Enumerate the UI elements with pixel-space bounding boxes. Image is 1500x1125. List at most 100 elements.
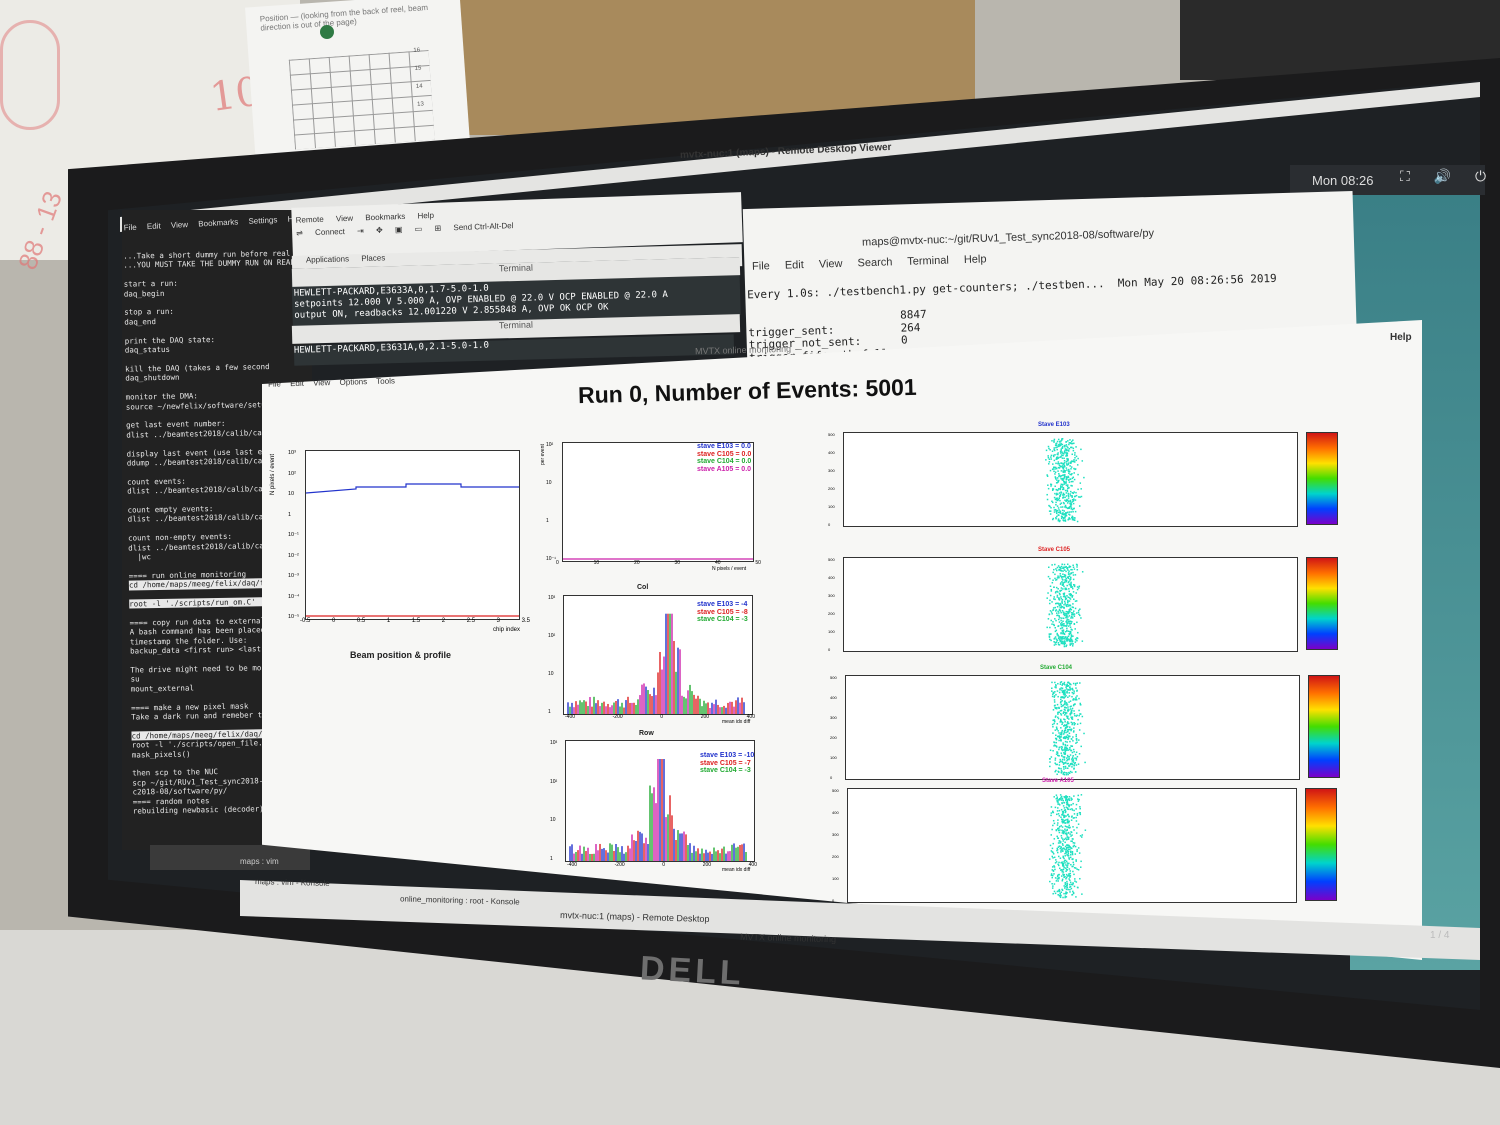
pixel-hit [1060, 681, 1063, 683]
pixel-hit [1056, 479, 1058, 481]
pixel-hit [1059, 499, 1061, 502]
pixel-hit [1053, 701, 1056, 703]
row-plot[interactable] [565, 740, 755, 862]
pixel-hit [1061, 439, 1063, 441]
pixel-hit [1063, 611, 1065, 614]
pixel-hit [1055, 499, 1058, 501]
pixel-hit [1068, 506, 1071, 508]
scale-icon[interactable]: ▭ [414, 224, 423, 234]
pixel-hit [1063, 753, 1066, 755]
pixel-hit [1063, 795, 1065, 798]
pixel-hit [1073, 751, 1075, 753]
menu-view[interactable]: View [335, 213, 354, 224]
pixel-hit [1057, 470, 1059, 472]
pixel-hit [1076, 612, 1078, 614]
pixel-hit [1053, 699, 1056, 701]
pixel-hit [1060, 891, 1063, 893]
pixel-hit [1073, 460, 1075, 463]
menu-help[interactable]: Help [417, 210, 435, 221]
connect-button[interactable]: Connect [314, 227, 346, 238]
pixel-hit [1071, 809, 1074, 811]
pixel-hit [1052, 726, 1054, 728]
pixel-hit [1061, 861, 1063, 863]
fullscreen-icon[interactable]: ✥ [375, 225, 383, 235]
screenshot-icon[interactable]: ▣ [394, 225, 403, 235]
pixel-hit [1053, 624, 1056, 627]
send-ctrl-alt-del-button[interactable]: Send Ctrl-Alt-Del [453, 221, 514, 233]
pixel-hit [1061, 723, 1063, 726]
menu-view[interactable]: View [818, 257, 843, 271]
pixel-hit [1068, 609, 1071, 611]
npixels-plot[interactable] [562, 442, 754, 562]
pixel-hit [1056, 492, 1058, 495]
applications-menu[interactable]: Applications [305, 254, 350, 265]
menu-bookmarks[interactable]: Bookmarks [198, 217, 239, 229]
chip-index-plot[interactable] [305, 450, 520, 620]
pixel-hit [1056, 477, 1059, 479]
pixel-hit [1061, 731, 1063, 733]
menu-options[interactable]: Options [339, 377, 368, 387]
pixel-hit [1052, 709, 1055, 711]
menu-file[interactable]: File [123, 222, 137, 233]
menu-help[interactable]: Help [963, 253, 987, 267]
pixel-hit [1068, 858, 1071, 860]
pixel-hit [1057, 711, 1060, 714]
pixel-hit [1060, 740, 1062, 742]
pixel-hit [1069, 579, 1071, 581]
pixel-hit [1056, 612, 1058, 614]
workspace-pager[interactable]: 1 / 4 [1430, 930, 1450, 941]
pixel-hit [1060, 731, 1062, 734]
menu-view[interactable]: View [313, 378, 331, 388]
pixel-hit [1066, 865, 1068, 867]
keyboard-icon[interactable]: ⊞ [434, 223, 442, 233]
clock[interactable]: Mon 08:26 [1312, 173, 1374, 188]
menu-settings[interactable]: Settings [248, 215, 278, 226]
pixel-hit [1051, 887, 1054, 889]
pixel-hit [1062, 463, 1064, 465]
pixel-hit [1069, 854, 1072, 856]
menu-file[interactable]: File [267, 379, 282, 389]
menu-file[interactable]: File [751, 260, 770, 273]
pixel-hit [1073, 767, 1075, 770]
pixel-hit [1053, 890, 1056, 893]
stave-heatmap[interactable] [843, 557, 1298, 652]
stave-heatmap[interactable] [843, 432, 1298, 527]
y-tick-label: 0 [828, 647, 831, 652]
col-plot[interactable] [563, 595, 753, 715]
mvtx-help-menu[interactable]: Help [1390, 332, 1412, 343]
pixel-hit [1072, 890, 1074, 893]
pixel-hit [1065, 604, 1068, 607]
pixel-hit [1073, 727, 1075, 729]
pixel-hit [1062, 492, 1065, 495]
pixel-hit [1060, 849, 1062, 852]
menu-edit[interactable]: Edit [290, 378, 305, 389]
menu-bookmarks[interactable]: Bookmarks [365, 211, 406, 223]
menu-view[interactable]: View [170, 220, 189, 230]
disconnect-icon[interactable]: ⇥ [356, 226, 364, 236]
pixel-hit [1047, 592, 1049, 594]
stave-heatmap[interactable] [847, 788, 1297, 903]
pixel-hit [1066, 685, 1069, 688]
pixel-hit [1062, 576, 1064, 578]
pixel-hit [1066, 624, 1068, 626]
pixel-hit [1071, 508, 1074, 511]
menu-tools[interactable]: Tools [376, 376, 396, 386]
paper-note: Position — (looking from the back of ree… [245, 0, 470, 158]
menu-edit[interactable]: Edit [784, 259, 805, 272]
places-menu[interactable]: Places [361, 253, 386, 264]
menu-search[interactable]: Search [857, 256, 893, 270]
system-tray-icons[interactable]: ⛶ 🔊 ⏻ [1400, 168, 1497, 184]
menu-edit[interactable]: Edit [146, 221, 161, 232]
pixel-hit [1052, 455, 1055, 458]
stave-heatmap[interactable] [845, 675, 1300, 780]
pixel-hit [1069, 622, 1071, 625]
pixel-hit [1060, 746, 1063, 748]
pixel-hit [1074, 495, 1076, 497]
taskbar-item[interactable]: maps : vim - Konsole [254, 877, 330, 888]
pixel-hit [1062, 831, 1065, 833]
menu-remote[interactable]: Remote [295, 214, 324, 225]
menu-terminal[interactable]: Terminal [907, 254, 950, 268]
pixel-hit [1066, 849, 1068, 852]
pixel-hit [1061, 721, 1064, 724]
npixels-xticks: 0 10 20 30 40 50 [556, 560, 761, 566]
